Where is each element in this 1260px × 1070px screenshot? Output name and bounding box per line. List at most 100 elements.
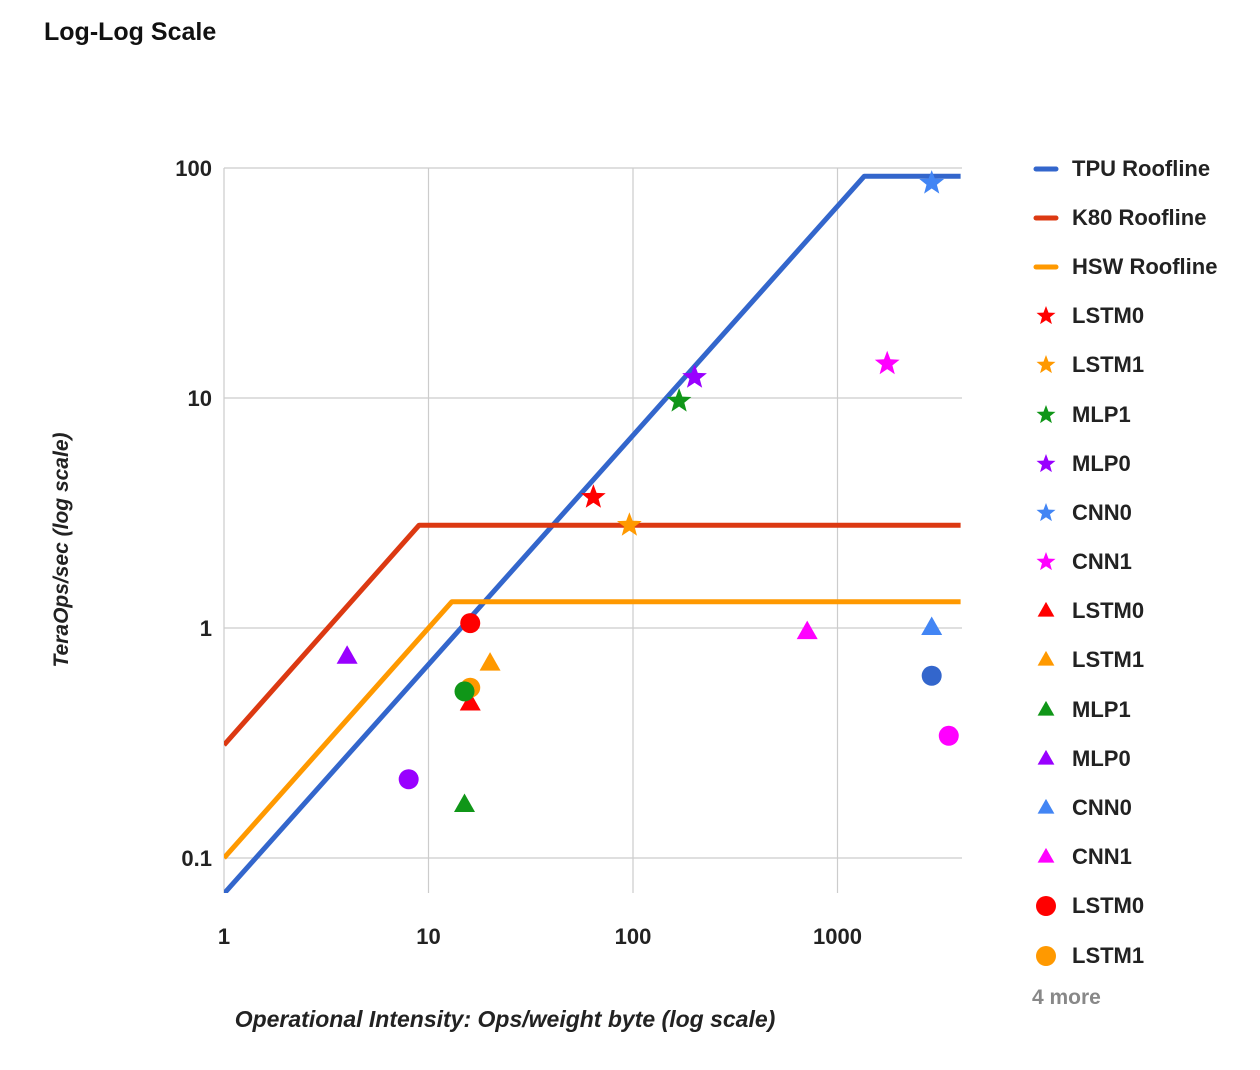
legend-item-lstm0-circle[interactable]: LSTM0 <box>1032 882 1217 931</box>
legend-triangle-swatch <box>1037 749 1055 765</box>
circle-legend-symbol <box>1036 896 1056 917</box>
legend-item-cnn1-triangle[interactable]: CNN1 <box>1032 833 1217 882</box>
mlp1-circle-point <box>454 681 475 702</box>
triangle-legend-symbol <box>1037 651 1055 667</box>
legend-triangle-swatch <box>1037 651 1055 667</box>
triangle-legend-symbol <box>1037 700 1055 716</box>
lstm1-star-point <box>617 512 642 536</box>
legend-triangle-swatch <box>1037 798 1055 814</box>
legend-label: CNN0 <box>1072 499 1132 525</box>
legend-item-tpu-roofline-line[interactable]: TPU Roofline <box>1032 144 1217 193</box>
legend: TPU Roofline K80 Roofline HSW Roofline LSTM… <box>1032 144 1217 1010</box>
star-legend-symbol <box>1036 552 1056 571</box>
legend-item-mlp0-star[interactable]: MLP0 <box>1032 439 1217 488</box>
legend-label: LSTM1 <box>1072 352 1145 378</box>
lstm1-triangle-point <box>479 652 501 671</box>
x-tick-label: 100 <box>615 924 652 949</box>
legend-label: LSTM0 <box>1072 303 1145 329</box>
lstm0-triangle-point <box>459 691 481 711</box>
legend-label: LSTM1 <box>1072 942 1145 968</box>
legend-item-mlp1-triangle[interactable]: MLP1 <box>1032 685 1217 734</box>
x-tick-label: 1 <box>218 924 230 949</box>
legend-circle-swatch <box>1036 896 1056 917</box>
circle-legend-symbol <box>1036 945 1056 966</box>
star-legend-symbol <box>1036 306 1056 325</box>
legend-label: LSTM0 <box>1072 598 1145 624</box>
legend-label: MLP0 <box>1072 450 1131 476</box>
legend-star-swatch <box>1036 306 1056 325</box>
legend-item-hsw-roofline-line[interactable]: HSW Roofline <box>1032 242 1217 291</box>
triangle-legend-symbol <box>1037 602 1055 617</box>
legend-circle-swatch <box>1036 945 1056 966</box>
hsw-roofline-line <box>224 599 961 860</box>
star-legend-symbol <box>1036 404 1056 423</box>
legend-item-lstm0-star[interactable]: LSTM0 <box>1032 292 1217 341</box>
legend-star-swatch <box>1036 502 1056 522</box>
star-legend-symbol <box>1036 502 1056 522</box>
mlp0-triangle-point <box>336 645 358 664</box>
y-tick-label: 0.1 <box>181 846 212 871</box>
legend-label: CNN1 <box>1072 844 1132 870</box>
x-tick-label: 1000 <box>813 924 862 949</box>
plot-area: 1 10 100 1000 0.1 1 10 100 <box>175 156 962 949</box>
legend-triangle-swatch <box>1037 848 1055 863</box>
line-legend-symbol <box>1033 166 1059 172</box>
legend-label: HSW Roofline <box>1072 253 1218 279</box>
cnn0-circle-point <box>921 665 942 686</box>
line-legend-symbol <box>1033 215 1059 221</box>
mlp0-circle-point <box>398 769 419 790</box>
legend-triangle-swatch <box>1037 700 1055 716</box>
legend-item-cnn1-star[interactable]: CNN1 <box>1032 538 1217 587</box>
legend-star-swatch <box>1036 404 1056 423</box>
legend-label: K80 Roofline <box>1072 204 1207 230</box>
triangle-legend-symbol <box>1037 848 1055 863</box>
star-legend-symbol <box>1036 453 1056 472</box>
legend-star-swatch <box>1036 453 1056 472</box>
tpu-roofline-line <box>224 173 961 893</box>
line-legend-symbol <box>1033 264 1059 270</box>
star-legend-symbol <box>1036 355 1056 374</box>
legend-star-swatch <box>1036 355 1056 374</box>
x-axis-label: Operational Intensity: Ops/weight byte (… <box>234 1006 776 1032</box>
legend-star-swatch <box>1036 552 1056 571</box>
legend-item-mlp0-triangle[interactable]: MLP0 <box>1032 734 1217 783</box>
legend-item-k80-roofline-line[interactable]: K80 Roofline <box>1032 193 1217 242</box>
legend-label: CNN1 <box>1072 549 1132 575</box>
cnn0-triangle-point <box>921 616 943 636</box>
legend-label: MLP0 <box>1072 745 1131 771</box>
lstm0-circle-point <box>460 613 481 634</box>
triangle-legend-symbol <box>1037 749 1055 765</box>
legend-more-link[interactable]: 4 more <box>1032 986 1101 1010</box>
legend-label: LSTM0 <box>1072 893 1145 919</box>
cnn0-star-point <box>919 170 945 194</box>
k80-roofline-line <box>224 522 961 747</box>
legend-label: TPU Roofline <box>1072 155 1211 181</box>
legend-item-lstm1-triangle[interactable]: LSTM1 <box>1032 636 1217 685</box>
legend-item-cnn0-triangle[interactable]: CNN0 <box>1032 783 1217 832</box>
legend-item-lstm1-circle[interactable]: LSTM1 <box>1032 931 1217 980</box>
cnn1-triangle-point <box>796 620 818 640</box>
legend-label: CNN0 <box>1072 795 1132 821</box>
y-tick-label: 1 <box>200 616 212 641</box>
cnn1-circle-point <box>938 725 959 746</box>
lstm0-star-point <box>581 484 606 508</box>
y-tick-label: 100 <box>175 156 212 181</box>
legend-items: TPU Roofline K80 Roofline HSW Roofline LSTM… <box>1032 144 1217 980</box>
legend-triangle-swatch <box>1037 602 1055 617</box>
mlp1-star-point <box>666 388 692 412</box>
x-tick-label: 10 <box>416 924 440 949</box>
legend-label: LSTM1 <box>1072 647 1145 673</box>
legend-label: MLP1 <box>1072 696 1131 722</box>
cnn1-star-point <box>874 350 900 375</box>
legend-item-mlp1-star[interactable]: MLP1 <box>1032 390 1217 439</box>
legend-label: MLP1 <box>1072 401 1131 427</box>
legend-item-lstm0-triangle[interactable]: LSTM0 <box>1032 587 1217 636</box>
mlp0-star-point <box>682 364 707 388</box>
roofline-group <box>224 173 961 893</box>
legend-item-lstm1-star[interactable]: LSTM1 <box>1032 341 1217 390</box>
triangle-legend-symbol <box>1037 798 1055 814</box>
mlp1-triangle-point <box>454 793 476 813</box>
legend-item-cnn0-star[interactable]: CNN0 <box>1032 488 1217 537</box>
chart-title: Log-Log Scale <box>44 18 217 46</box>
y-tick-label: 10 <box>188 386 212 411</box>
